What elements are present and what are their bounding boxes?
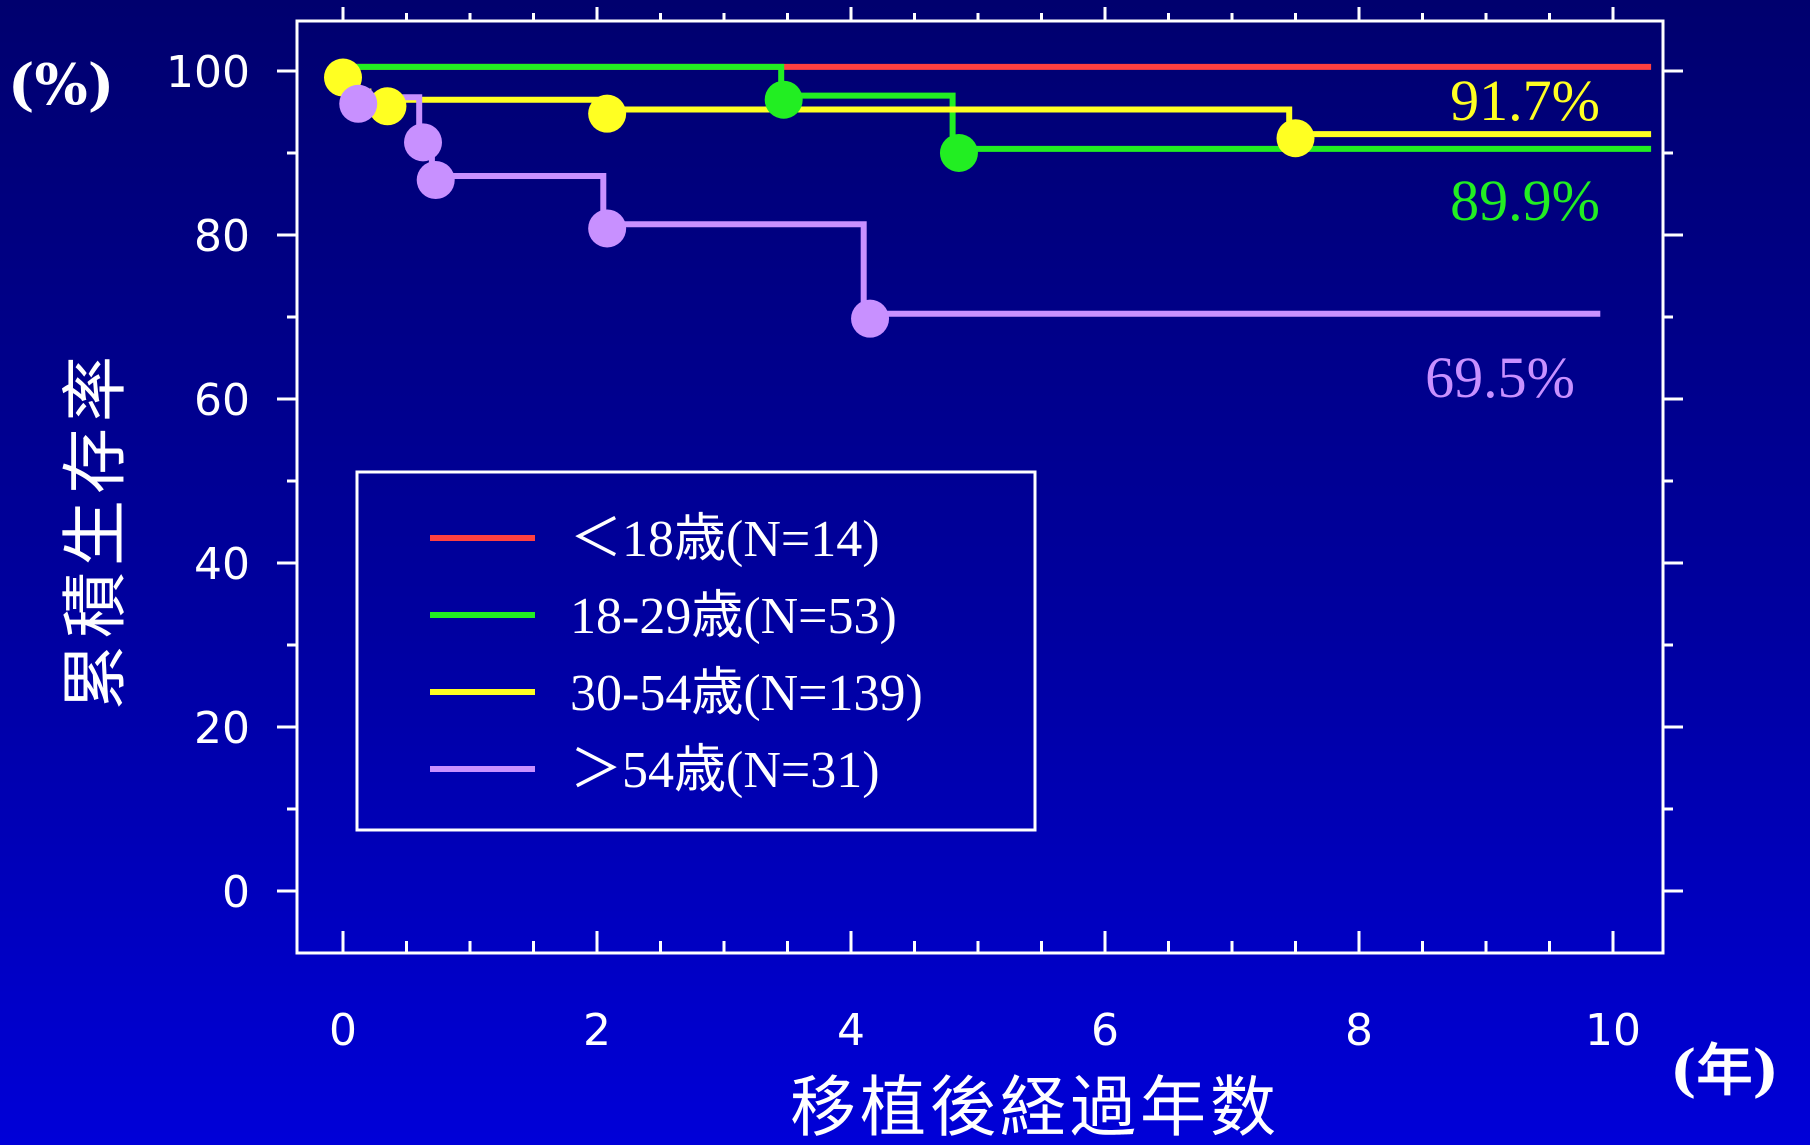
y-tick-label: 40 <box>194 539 250 590</box>
x-unit-label: (年) <box>1670 1038 1779 1104</box>
end-label: 69.5% <box>1425 345 1575 410</box>
x-tick-labels: 0 2 4 6 8 10 <box>329 1005 1641 1056</box>
x-tick-label: 8 <box>1345 1005 1373 1056</box>
event-marker <box>339 84 378 123</box>
x-tick-label: 0 <box>329 1005 357 1056</box>
y-tick-label: 100 <box>166 47 250 98</box>
legend-label: ＞54歳(N=31) <box>570 742 880 799</box>
plot-frame <box>295 19 1665 955</box>
y-axis-title: 累積生存率 <box>57 350 134 710</box>
x-tick-label: 4 <box>837 1005 865 1056</box>
event-marker <box>764 80 803 119</box>
x-axis-title: 移植後経過年数 <box>790 1069 1280 1145</box>
legend: ＜18歳(N=14) 18-29歳(N=53) 30-54歳(N=139) ＞54歳(… <box>430 511 923 799</box>
x-tick-label: 10 <box>1585 1005 1641 1056</box>
y-tick-label: 0 <box>222 867 250 918</box>
legend-label: 18-29歳(N=53) <box>570 588 897 645</box>
event-marker <box>416 161 455 200</box>
event-marker <box>851 299 890 338</box>
legend-label: ＜18歳(N=14) <box>570 511 880 568</box>
y-tick-label: 80 <box>194 211 250 262</box>
x-tick-label: 2 <box>583 1005 611 1056</box>
event-marker <box>588 209 627 248</box>
x-tick-label: 6 <box>1091 1005 1119 1056</box>
end-label: 91.7% <box>1450 68 1600 133</box>
event-marker <box>588 94 627 133</box>
end-label: 89.9% <box>1450 168 1600 233</box>
legend-box <box>355 470 1037 832</box>
event-marker <box>368 87 407 126</box>
axis-ticks <box>277 7 1683 953</box>
event-marker <box>404 123 443 162</box>
y-tick-labels: 0 20 40 60 80 100 <box>166 47 250 918</box>
end-labels: 89.9% 91.7% 69.5% <box>1425 68 1600 410</box>
y-unit-label: (%) <box>8 52 114 118</box>
y-tick-label: 60 <box>194 375 250 426</box>
event-markers <box>324 58 1315 338</box>
y-tick-label: 20 <box>194 703 250 754</box>
event-marker <box>1276 119 1315 158</box>
event-marker <box>939 134 978 172</box>
survival-curve-1 <box>343 63 1652 152</box>
legend-label: 30-54歳(N=139) <box>570 665 923 722</box>
